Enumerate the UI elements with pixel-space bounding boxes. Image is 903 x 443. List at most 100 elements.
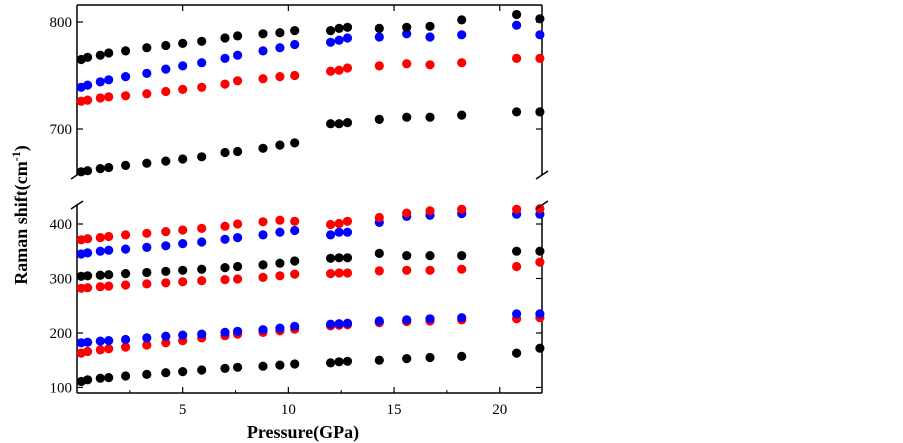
data-point (511, 53, 522, 64)
data-point (425, 251, 435, 261)
data-point (402, 354, 412, 364)
data-point (326, 66, 336, 76)
data-point (233, 274, 243, 284)
data-point (326, 319, 336, 329)
data-point (95, 246, 105, 256)
data-point (161, 266, 171, 276)
data-point (258, 325, 268, 335)
data-point (142, 158, 152, 168)
data-point (258, 361, 268, 371)
data-point (326, 37, 336, 47)
data-point (178, 38, 188, 49)
data-point (457, 351, 467, 361)
data-point (121, 46, 131, 56)
data-point (121, 244, 131, 254)
data-point (233, 233, 243, 243)
data-point (326, 219, 336, 230)
data-point (178, 225, 188, 235)
data-point (104, 231, 114, 242)
data-point (326, 269, 336, 279)
data-point (104, 162, 114, 173)
data-point (457, 15, 467, 25)
data-point (290, 269, 300, 279)
data-point (402, 315, 412, 325)
data-point (220, 275, 230, 285)
axis-ticks: 5 10 15 20 100 200 300 400 700 800 (50, 5, 542, 418)
data-point (326, 119, 336, 129)
data-point (95, 373, 105, 383)
data-point (334, 227, 344, 237)
data-point (142, 68, 152, 78)
data-point (457, 110, 467, 120)
data-point (342, 227, 353, 237)
data-point (197, 152, 207, 162)
data-point (258, 217, 268, 227)
y-axis-title-close: ) (11, 145, 32, 151)
data-point (95, 164, 105, 174)
data-point (142, 267, 152, 278)
data-point (457, 58, 467, 68)
axis-break-mark (70, 200, 84, 210)
data-point (161, 338, 171, 348)
data-point (342, 63, 353, 73)
y-axis-title: Raman shift(cm-1) (9, 145, 32, 285)
data-point (258, 272, 268, 282)
data-point (290, 225, 300, 236)
data-point (457, 30, 467, 40)
data-point (334, 268, 344, 278)
data-point (95, 233, 105, 243)
axis-break-mark (535, 170, 549, 180)
data-point (161, 368, 171, 378)
axis-break-mark (535, 200, 549, 210)
data-point (197, 276, 207, 286)
data-point (142, 43, 152, 53)
data-point (121, 334, 131, 345)
data-point (342, 253, 353, 263)
y-tick-label: 300 (50, 271, 73, 287)
data-point (374, 355, 384, 365)
data-point (121, 342, 131, 352)
data-point (142, 340, 152, 350)
data-point (220, 53, 230, 64)
data-point (104, 92, 114, 102)
data-point (334, 65, 344, 75)
data-point (258, 74, 268, 84)
data-point (121, 269, 131, 279)
data-point (161, 278, 171, 288)
data-point (258, 230, 268, 240)
data-point (511, 348, 522, 358)
data-point (178, 265, 188, 275)
data-point (511, 261, 522, 272)
data-point (83, 234, 93, 244)
data-point (95, 77, 105, 87)
data-point (402, 22, 412, 32)
plot-frame (76, 4, 543, 394)
data-point (83, 346, 93, 357)
x-tick-label: 5 (179, 402, 187, 418)
data-point (425, 265, 435, 275)
data-point (104, 48, 114, 58)
data-point (511, 20, 522, 30)
data-point (95, 282, 105, 292)
data-point (233, 50, 243, 60)
data-point (290, 26, 300, 36)
data-point (178, 367, 188, 377)
data-point (290, 39, 300, 50)
data-point (275, 28, 285, 38)
data-point (402, 208, 412, 218)
data-point (275, 215, 285, 225)
data-point (334, 357, 344, 367)
data-point (197, 365, 207, 375)
data-point (535, 53, 545, 64)
data-point (95, 270, 105, 280)
data-point (511, 107, 522, 117)
data-point (178, 330, 188, 340)
data-point (142, 333, 152, 343)
data-point (342, 356, 353, 366)
data-point (220, 33, 230, 43)
data-point (275, 72, 285, 82)
data-point (425, 60, 435, 70)
data-point (425, 314, 435, 324)
data-point (290, 256, 300, 266)
data-point (197, 223, 207, 233)
